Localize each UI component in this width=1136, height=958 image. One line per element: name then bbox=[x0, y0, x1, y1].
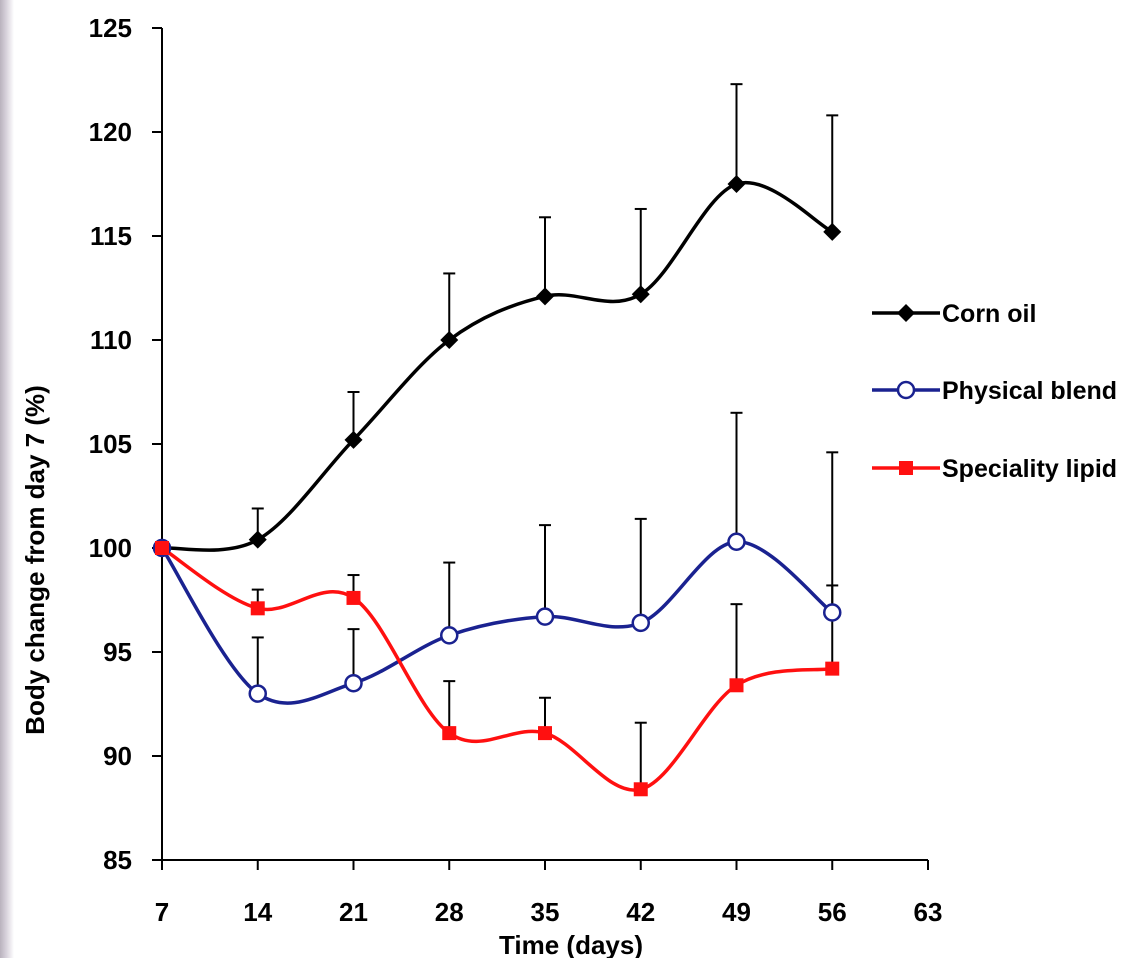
x-tick-label: 35 bbox=[531, 897, 560, 927]
corn-oil-point bbox=[727, 175, 746, 193]
x-tick-label: 28 bbox=[435, 897, 464, 927]
y-tick-label: 120 bbox=[89, 117, 132, 147]
x-axis-title: Time (days) bbox=[499, 930, 643, 958]
legend-marker-physical-blend bbox=[896, 380, 916, 400]
physical-blend-point bbox=[440, 626, 459, 645]
series-markers bbox=[152, 175, 842, 797]
corn-oil-point bbox=[823, 222, 842, 241]
corn-oil-point bbox=[440, 331, 459, 349]
y-tick-label: 100 bbox=[89, 533, 132, 563]
speciality-lipid-point bbox=[633, 782, 648, 797]
y-axis-title: Body change from day 7 (%) bbox=[20, 385, 50, 735]
x-tick-label: 49 bbox=[722, 897, 751, 927]
legend-marker-corn-oil bbox=[897, 304, 915, 322]
y-tick-label: 95 bbox=[103, 637, 132, 667]
y-tick-label: 90 bbox=[103, 741, 132, 771]
legend-label-corn-oil: Corn oil bbox=[942, 300, 1036, 328]
physical-blend-point bbox=[248, 684, 267, 703]
y-tick-label: 110 bbox=[90, 325, 132, 355]
legend-label-physical-blend: Physical blend bbox=[942, 377, 1117, 405]
physical-blend-point bbox=[344, 673, 363, 693]
physical-blend-point bbox=[823, 603, 842, 622]
corn-oil-point bbox=[631, 285, 650, 304]
tick-labels: 85 90 95 100 105 110 115 120 125 7 14 21 28 35 42 49 56 6… bbox=[89, 13, 943, 927]
speciality-lipid-point bbox=[538, 726, 552, 741]
corn-oil-line bbox=[161, 180, 834, 552]
corn-oil-point bbox=[344, 430, 363, 449]
x-tick-label: 14 bbox=[243, 897, 272, 927]
physical-blend-point bbox=[727, 532, 746, 552]
x-tick-label: 21 bbox=[339, 897, 368, 927]
y-tick-label: 105 bbox=[89, 429, 132, 459]
x-tick-label: 7 bbox=[155, 897, 169, 927]
speciality-lipid-line bbox=[161, 546, 833, 792]
x-tick-label: 63 bbox=[914, 897, 943, 927]
x-tick-label: 56 bbox=[818, 897, 847, 927]
speciality-lipid-point bbox=[250, 601, 265, 616]
x-tick-label: 42 bbox=[626, 897, 655, 927]
speciality-lipid-point bbox=[729, 678, 744, 693]
speciality-lipid-point bbox=[346, 590, 361, 605]
physical-blend-point bbox=[535, 607, 555, 626]
legend-label-speciality-lipid: Speciality lipid bbox=[942, 455, 1117, 483]
error-bars bbox=[251, 83, 839, 790]
speciality-lipid-point bbox=[442, 726, 457, 741]
y-tick-label: 125 bbox=[89, 13, 132, 43]
legend-marker-speciality-lipid bbox=[899, 461, 913, 475]
corn-oil-point bbox=[536, 287, 554, 306]
axes bbox=[152, 27, 929, 870]
y-tick-label: 115 bbox=[90, 221, 132, 251]
speciality-lipid-point bbox=[155, 541, 169, 555]
speciality-lipid-point bbox=[825, 661, 840, 676]
legend: Corn oil Physical blend Speciality lipid bbox=[872, 300, 1117, 483]
physical-blend-point bbox=[631, 613, 650, 633]
y-tick-label: 85 bbox=[103, 845, 132, 875]
corn-oil-point bbox=[248, 530, 267, 549]
